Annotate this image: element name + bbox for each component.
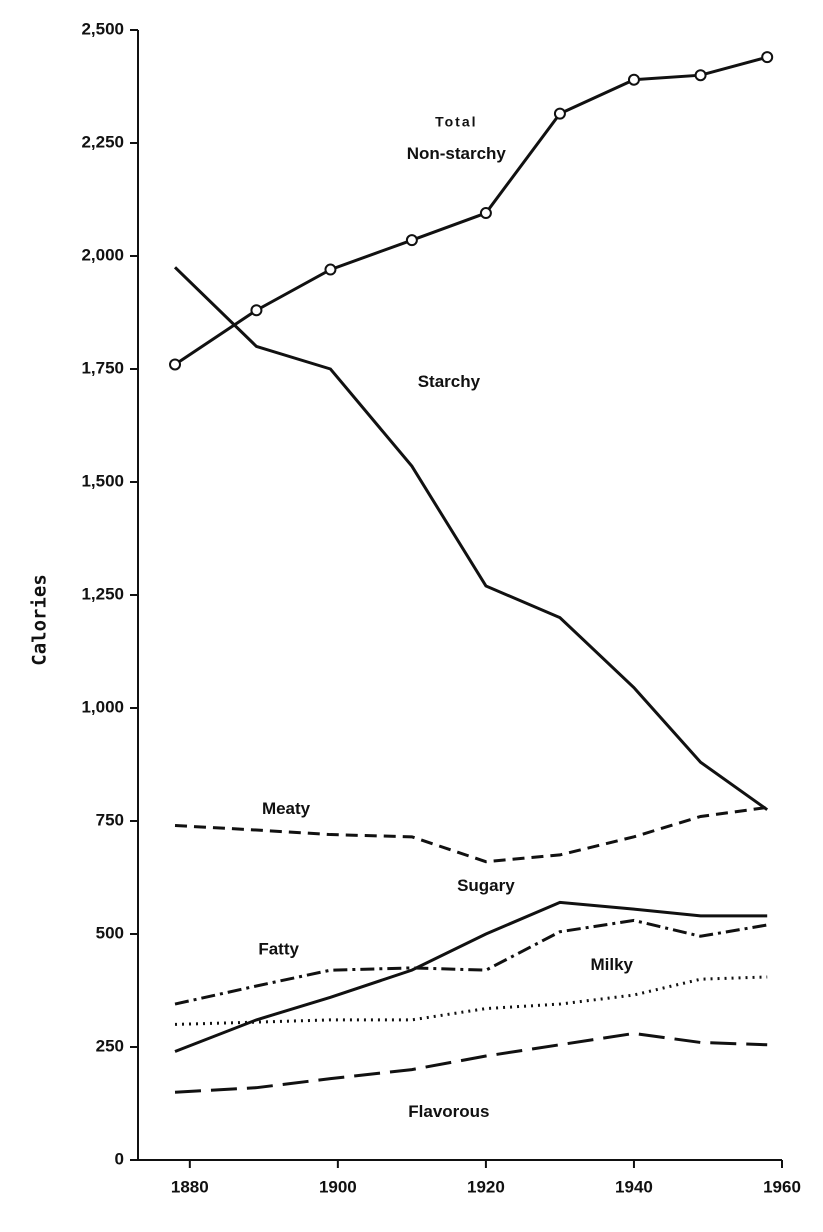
y-tick-label: 1,750 [81,358,124,377]
y-tick-label: 750 [96,810,124,829]
series-line [174,55,768,366]
series-label: Starchy [418,372,481,391]
point-marker [553,107,566,120]
point-marker [761,51,774,64]
series-label: Milky [590,955,633,974]
series-label: Flavorous [408,1102,489,1121]
point-marker [479,207,492,220]
x-tick-label: 1900 [319,1177,357,1196]
series-label: Fatty [258,939,299,958]
x-tick-label: 1960 [763,1177,801,1196]
series-line [173,266,769,811]
y-tick-label: 1,000 [81,697,124,716]
series-label: Meaty [262,799,311,818]
point-marker [169,358,182,371]
series-line [174,918,768,1006]
y-axis-label: Calories [29,574,51,666]
annotation: Total [435,113,477,129]
y-tick-label: 1,250 [81,584,124,603]
series-line [174,1031,768,1094]
y-tick-label: 0 [115,1149,124,1168]
x-tick-label: 1880 [171,1177,209,1196]
x-tick-label: 1920 [467,1177,505,1196]
y-tick-label: 1,500 [81,471,124,490]
series-label: Non-starchy [407,144,507,163]
point-marker [694,69,707,82]
point-marker [324,263,337,276]
y-tick-label: 2,000 [81,245,124,264]
point-marker [627,73,640,86]
series-label: Sugary [457,876,515,895]
series-line [174,805,768,864]
y-tick-label: 2,250 [81,132,124,151]
y-tick-label: 250 [96,1036,124,1055]
point-marker [250,304,263,317]
y-tick-label: 2,500 [81,19,124,38]
x-tick-label: 1940 [615,1177,653,1196]
series-line [174,900,768,1053]
series-line [174,975,768,1026]
point-marker [405,234,418,247]
y-tick-label: 500 [96,923,124,942]
